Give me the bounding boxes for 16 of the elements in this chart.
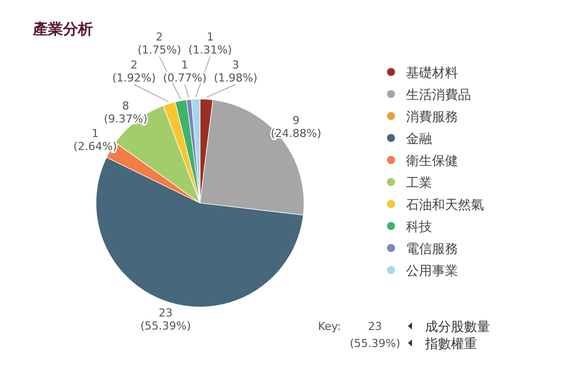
text: 成分股數量 bbox=[425, 320, 490, 335]
text: 23 bbox=[368, 320, 382, 333]
legend-label: 消費服務 bbox=[406, 110, 458, 125]
legend-label: 工業 bbox=[406, 176, 432, 191]
text: (55.39%) bbox=[350, 337, 400, 350]
legend-label: 電信服務 bbox=[406, 242, 458, 257]
text: Key: bbox=[318, 320, 341, 333]
text: 指數權重 bbox=[424, 337, 477, 352]
legend-label: 公用事業 bbox=[406, 264, 458, 279]
chart-title: 產業分析 bbox=[32, 20, 93, 38]
legend-label: 石油和天然氣 bbox=[406, 198, 484, 213]
legend-label: 生活消費品 bbox=[406, 88, 471, 103]
legend-label: 科技 bbox=[406, 220, 432, 235]
legend-label: 衛生保健 bbox=[406, 154, 458, 169]
legend-label: 基礎材料 bbox=[406, 66, 458, 81]
legend-label: 金融 bbox=[406, 132, 432, 147]
